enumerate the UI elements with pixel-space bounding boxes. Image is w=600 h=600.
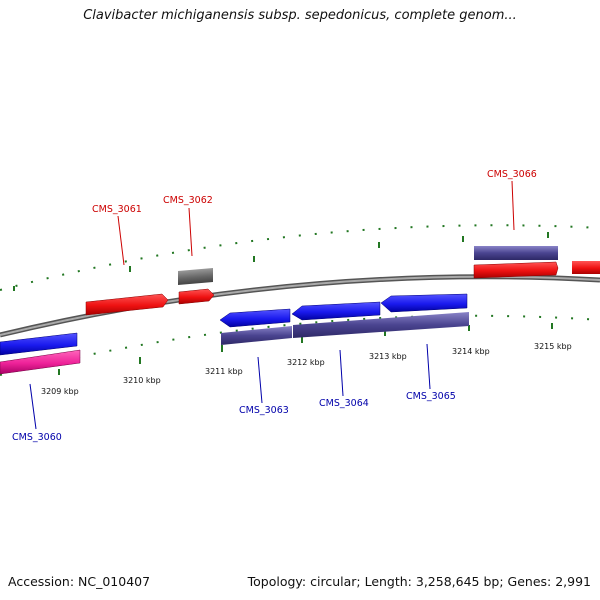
gene-right-edge[interactable]: [572, 261, 600, 274]
gene-cms-3066-purple[interactable]: [474, 246, 558, 260]
gene-cms-3064[interactable]: [291, 301, 381, 321]
inner-tick-track: [0, 314, 600, 376]
gene-cms-3063[interactable]: [219, 308, 291, 328]
gene-cms-3060-magenta[interactable]: [0, 349, 81, 375]
label-cms-3065[interactable]: CMS_3065: [406, 391, 456, 402]
gene-cms-3060[interactable]: [0, 332, 78, 356]
forward-label-leaders: [117, 180, 515, 266]
outer-tick-track: [0, 224, 600, 291]
label-cms-3060[interactable]: CMS_3060: [12, 432, 62, 443]
label-cms-3066[interactable]: CMS_3066: [487, 169, 537, 180]
label-cms-3064[interactable]: CMS_3064: [319, 398, 369, 409]
ruler-label-3209: 3209 kbp: [41, 387, 79, 396]
genome-stats-text: Topology: circular; Length: 3,258,645 bp…: [247, 574, 591, 589]
ruler-label-3215: 3215 kbp: [534, 342, 572, 351]
gene-cms-3066[interactable]: [473, 261, 559, 279]
reverse-label-leaders: [29, 343, 431, 430]
gene-cms-3064-purple[interactable]: [293, 312, 469, 338]
ruler-label-3210: 3210 kbp: [123, 376, 161, 385]
ruler-label-3213: 3213 kbp: [369, 352, 407, 361]
ruler-label-3212: 3212 kbp: [287, 358, 325, 367]
outer-major-ticks: [13, 232, 549, 291]
ruler-label-3214: 3214 kbp: [452, 347, 490, 356]
gene-cms-3065[interactable]: [380, 293, 468, 313]
gene-cms-3062-gray[interactable]: [178, 267, 213, 285]
genome-backbone-highlight: [0, 275, 600, 336]
gene-cms-3063-purple[interactable]: [221, 326, 292, 345]
ruler-label-3211: 3211 kbp: [205, 367, 243, 376]
label-cms-3062[interactable]: CMS_3062: [163, 195, 213, 206]
map-title: Clavibacter michiganensis subsp. sepedon…: [83, 8, 517, 23]
gene-cms-3062[interactable]: [178, 288, 215, 305]
label-cms-3063[interactable]: CMS_3063: [239, 405, 289, 416]
label-cms-3061[interactable]: CMS_3061: [92, 204, 142, 215]
accession-text: Accession: NC_010407: [8, 574, 151, 589]
gene-cms-3061[interactable]: [85, 293, 169, 316]
